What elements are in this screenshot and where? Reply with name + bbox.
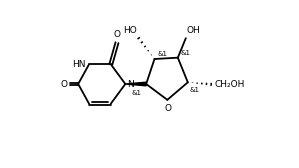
Text: &1: &1: [190, 87, 199, 93]
Text: &1: &1: [180, 50, 190, 56]
Text: CH₂OH: CH₂OH: [214, 79, 245, 89]
Text: O: O: [60, 79, 68, 89]
Text: &1: &1: [131, 90, 141, 96]
Text: O: O: [165, 104, 172, 113]
Text: &1: &1: [158, 51, 167, 57]
Text: O: O: [114, 30, 120, 39]
Text: HN: HN: [73, 60, 86, 69]
Text: N: N: [127, 79, 134, 89]
Text: OH: OH: [187, 26, 200, 35]
Polygon shape: [125, 82, 146, 86]
Text: HO: HO: [123, 26, 137, 35]
